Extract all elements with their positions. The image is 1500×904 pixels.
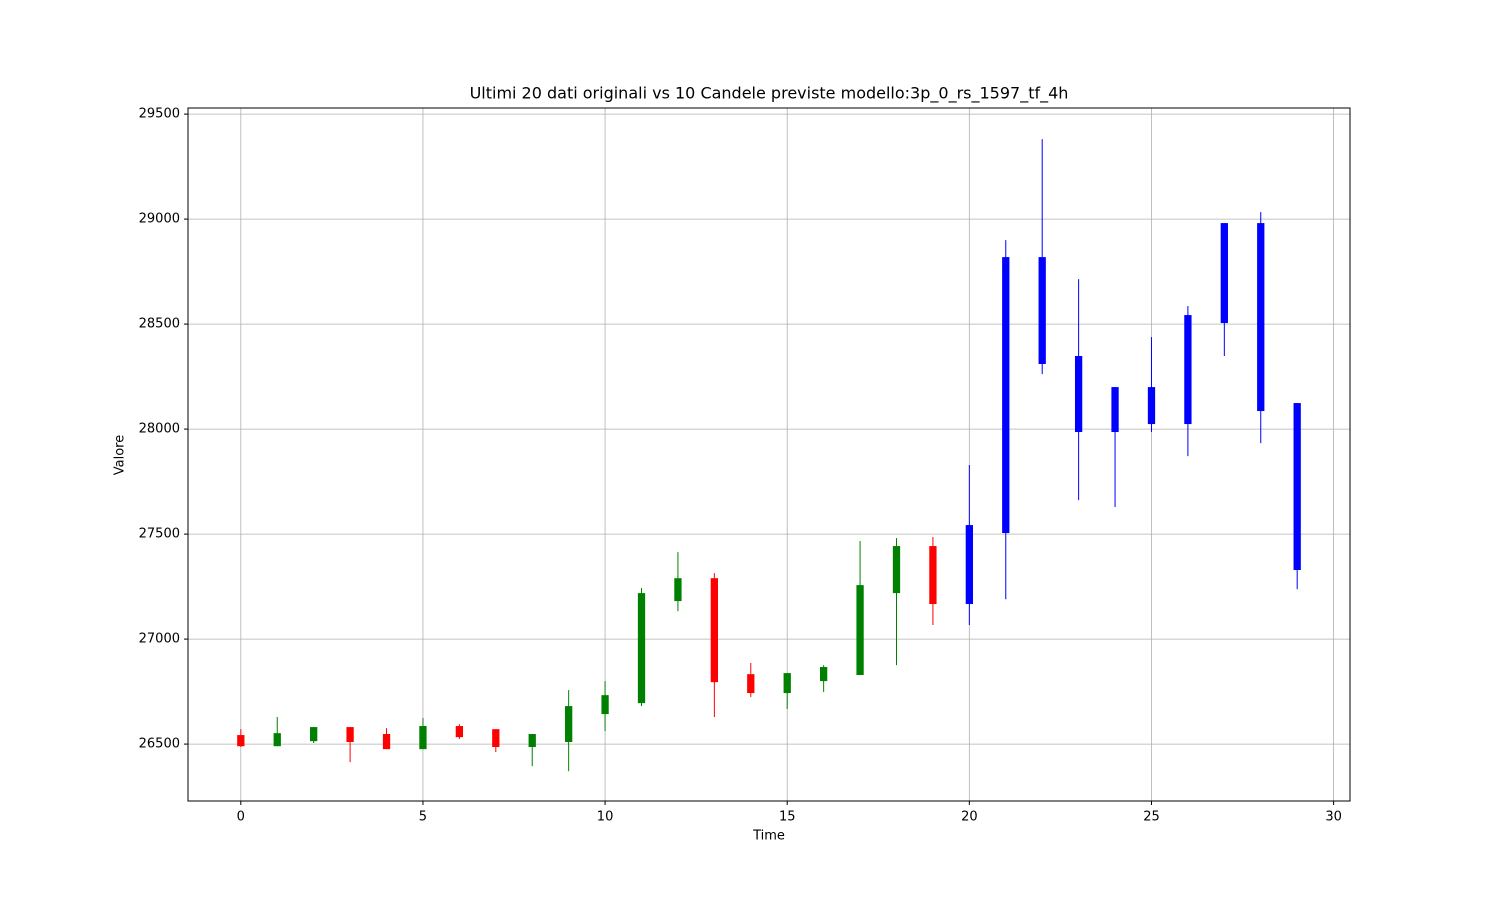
x-axis-label: Time	[752, 829, 785, 844]
y-tick-label: 28000	[139, 422, 180, 437]
y-axis-label: Valore	[113, 435, 128, 475]
candle-body	[710, 578, 719, 683]
candle-body	[1111, 387, 1119, 433]
x-tick-label: 5	[419, 810, 427, 825]
y-tick-label: 27000	[139, 632, 180, 647]
y-tick-label: 27500	[139, 527, 180, 542]
x-tick-label: 25	[1143, 810, 1160, 825]
candle-body	[1074, 356, 1083, 433]
candle-body	[674, 578, 682, 602]
candle-body	[1220, 223, 1228, 324]
candle-body	[565, 706, 573, 742]
candle-body	[819, 667, 828, 682]
candle-body	[856, 585, 864, 675]
x-tick-label: 30	[1325, 810, 1342, 825]
candle-body	[892, 546, 901, 594]
candle-body	[601, 695, 609, 715]
candle-body	[273, 733, 281, 747]
plot-frame	[187, 107, 1351, 802]
candle-body	[310, 727, 318, 742]
x-tick-label: 10	[597, 810, 614, 825]
candle-body	[492, 729, 500, 748]
candle-body	[1184, 315, 1192, 425]
y-tick-label: 29000	[139, 212, 180, 227]
candle-body	[1257, 223, 1265, 412]
x-tick-label: 15	[779, 810, 796, 825]
candle-body	[747, 674, 755, 694]
y-tick-label: 28500	[139, 317, 180, 332]
candle-body	[455, 726, 464, 738]
y-tick-label: 26500	[139, 737, 180, 752]
x-tick-label: 0	[237, 810, 245, 825]
candle-body	[965, 525, 973, 605]
candle-body	[237, 735, 245, 747]
candle-body	[783, 673, 791, 694]
candle-body	[637, 593, 646, 704]
candle-body	[1002, 257, 1010, 534]
candle-body	[1293, 403, 1301, 570]
plot: 0 5 10 15 20 25 30 26500 27000 27500 28000 28500 290…	[139, 107, 1350, 825]
candle-body	[382, 734, 391, 750]
candle-body	[1147, 387, 1156, 425]
candle-body	[419, 726, 427, 750]
candle-body	[1038, 257, 1046, 364]
chart-title: Ultimi 20 dati originali vs 10 Candele p…	[470, 84, 1069, 104]
candle-body	[346, 727, 354, 742]
candle-body	[929, 546, 937, 605]
x-tick-label: 20	[961, 810, 978, 825]
y-tick-label: 29500	[139, 107, 180, 122]
candle-body	[528, 734, 536, 748]
